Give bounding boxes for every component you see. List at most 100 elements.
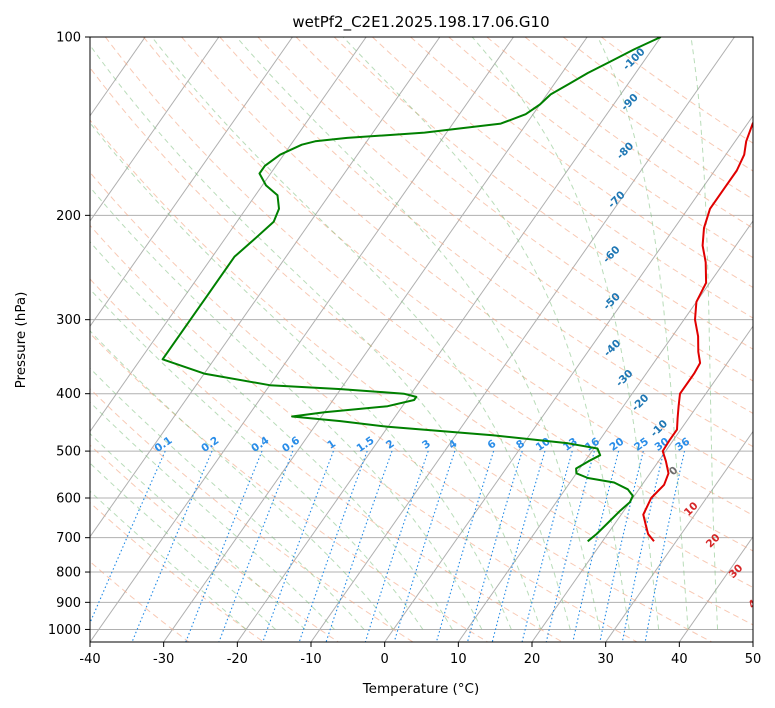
- isotherm-gridline: [90, 37, 367, 433]
- x-tick-label: 30: [597, 652, 614, 667]
- isotherm-label: 40: [746, 592, 765, 611]
- moist-adiabat: [597, 37, 689, 630]
- x-tick-label: -40: [79, 652, 100, 667]
- isotherm-label: -10: [648, 418, 670, 440]
- mixing-ratio-line: [218, 450, 294, 642]
- moist-adiabat: [342, 37, 630, 630]
- dry-adiabat: [90, 278, 563, 642]
- mixing-ratio-label: 4: [447, 438, 460, 452]
- dry-adiabat: [295, 37, 753, 382]
- x-tick-label: 40: [671, 652, 688, 667]
- moist-adiabat: [90, 288, 424, 630]
- isotherm-label: -80: [614, 140, 636, 162]
- isotherm-gridline: [678, 535, 753, 642]
- x-tick-label: -20: [227, 652, 248, 667]
- isotherm-gridline: [90, 37, 293, 328]
- isotherm-gridline: [457, 220, 753, 642]
- mixing-ratio-label: 1.5: [354, 434, 376, 455]
- isotherm-gridline: [605, 430, 753, 642]
- mixing-ratio-line: [599, 450, 644, 642]
- isotherm-label: -60: [601, 244, 623, 266]
- moist-adiabat: [90, 367, 365, 630]
- moist-adiabat: [151, 37, 571, 630]
- isotherm-label: 20: [704, 532, 723, 551]
- dry-adiabat: [90, 119, 753, 626]
- mixing-ratio-line: [325, 450, 393, 642]
- moist-adiabat: [90, 401, 335, 630]
- moist-adiabat: [690, 37, 719, 630]
- dry-adiabat: [90, 502, 264, 642]
- isotherm-label: -40: [602, 337, 624, 359]
- y-tick-label: 800: [56, 566, 81, 581]
- isotherm-label: 10: [682, 500, 701, 519]
- y-axis-label: Pressure (hPa): [13, 292, 29, 389]
- y-tick-label: 300: [56, 313, 81, 328]
- moist-adiabat: [90, 490, 247, 630]
- dry-adiabat: [90, 171, 712, 642]
- y-tick-label: 200: [56, 209, 81, 224]
- x-tick-label: 50: [745, 652, 762, 667]
- isotherm-label: -90: [619, 91, 641, 113]
- x-tick-label: -10: [300, 652, 321, 667]
- dewpoint-trace: [161, 37, 662, 543]
- isotherm-label: -50: [601, 291, 623, 313]
- mixing-ratio-label: 0.4: [249, 434, 271, 455]
- dry-adiabat: [104, 37, 753, 552]
- dry-adiabat: [372, 37, 753, 319]
- moist-adiabat: [90, 241, 453, 630]
- mixing-ratio-label: 2: [384, 438, 397, 452]
- mixing-ratio-line: [364, 450, 429, 642]
- x-tick-label: 0: [381, 652, 389, 667]
- y-tick-label: 600: [56, 492, 81, 507]
- mixing-ratio-line: [185, 450, 263, 642]
- mixing-ratio-line: [466, 450, 523, 642]
- mixing-ratio-line: [644, 450, 686, 642]
- y-tick-label: 400: [56, 387, 81, 402]
- isotherm-gridline: [90, 37, 441, 538]
- moist-adiabat: [90, 186, 483, 630]
- y-tick-label: 500: [56, 445, 81, 460]
- moist-adiabat: [236, 37, 601, 630]
- x-tick-label: 10: [450, 652, 467, 667]
- dry-adiabat: [90, 67, 753, 588]
- isotherm-label: -20: [630, 392, 652, 414]
- isotherm-gridline: [0, 37, 72, 642]
- dry-adiabat: [601, 37, 753, 144]
- isotherm-label: -70: [606, 189, 628, 211]
- dry-adiabat: [90, 388, 414, 642]
- y-tick-label: 1000: [48, 623, 81, 638]
- moist-adiabat: [90, 122, 512, 630]
- y-tick-label: 700: [56, 531, 81, 546]
- mixing-ratio-line: [262, 450, 334, 642]
- mixing-ratio-label: 8: [514, 438, 527, 452]
- dry-adiabat: [143, 37, 753, 516]
- isotherm-gridline: [236, 37, 662, 642]
- dry-adiabat: [486, 37, 753, 229]
- isotherm-label: -30: [614, 367, 636, 389]
- x-tick-label: -30: [153, 652, 174, 667]
- moist-adiabat: [90, 432, 306, 630]
- y-tick-label: 100: [56, 31, 81, 46]
- x-tick-label: 20: [524, 652, 541, 667]
- isotherm-gridline: [310, 37, 735, 642]
- isotherm-gridline: [531, 325, 753, 642]
- y-tick-label: 900: [56, 596, 81, 611]
- mixing-ratio-label: 1: [325, 438, 338, 452]
- dry-adiabat: [257, 37, 753, 414]
- moist-adiabat: [471, 37, 660, 630]
- mixing-ratio-line: [491, 450, 546, 642]
- isotherm-gridline: [90, 37, 220, 222]
- mixing-ratio-label: 6: [485, 438, 498, 452]
- mixing-ratio-label: 0.1: [152, 434, 174, 455]
- plot-frame: [89, 36, 754, 643]
- mixing-ratio-line: [545, 450, 595, 642]
- mixing-ratio-line: [131, 450, 213, 642]
- temperature-trace: [642, 121, 753, 542]
- mixing-ratio-line: [572, 450, 620, 642]
- dry-adiabat: [410, 37, 753, 289]
- isotherm-gridline: [163, 37, 588, 642]
- moist-adiabat: [90, 330, 394, 630]
- dry-adiabat: [333, 37, 753, 350]
- isotherm-label: 30: [727, 562, 746, 581]
